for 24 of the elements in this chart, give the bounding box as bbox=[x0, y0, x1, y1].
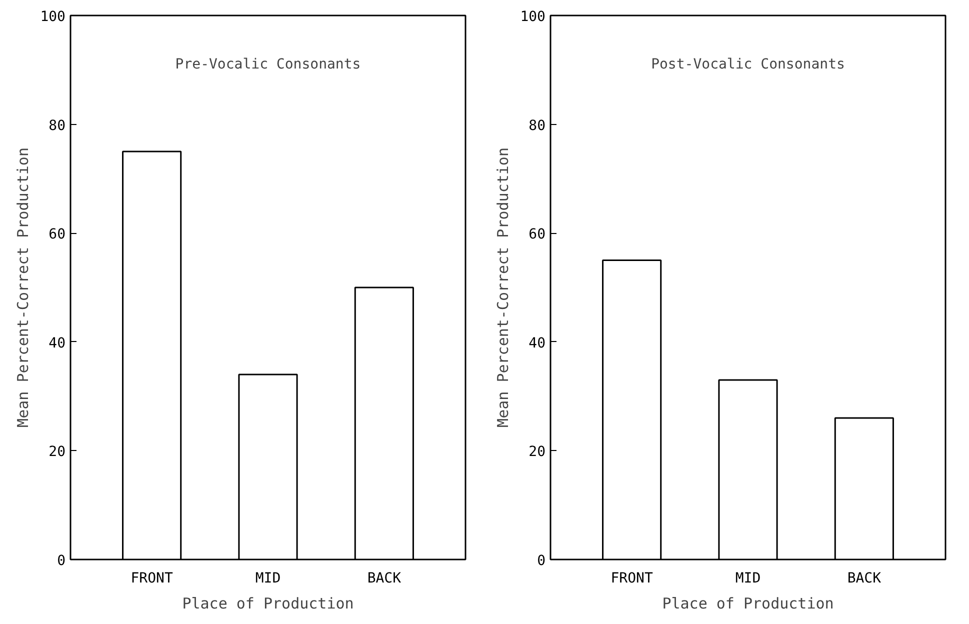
y-tick-label: 100 bbox=[520, 9, 546, 25]
y-axis-title: Mean Percent-Correct Production bbox=[494, 148, 512, 428]
y-tick-label: 20 bbox=[528, 444, 546, 460]
x-tick-label: BACK bbox=[367, 570, 402, 586]
x-tick-label: FRONT bbox=[130, 570, 174, 586]
x-axis-title: Place of Production bbox=[182, 594, 354, 612]
x-tick-label: MID bbox=[255, 570, 281, 586]
y-tick-label: 100 bbox=[40, 9, 66, 25]
y-tick-label: 60 bbox=[528, 226, 546, 243]
text: Pre-Vocalic Consonants bbox=[175, 56, 361, 72]
y-tick-label: 80 bbox=[528, 118, 546, 134]
y-tick-label: 80 bbox=[48, 118, 66, 134]
y-tick-label: 40 bbox=[48, 335, 66, 352]
y-tick-label: 20 bbox=[48, 444, 66, 460]
y-tick-label: 40 bbox=[528, 335, 546, 352]
text: Post-Vocalic Consonants bbox=[651, 56, 845, 72]
x-tick-label: MID bbox=[735, 570, 761, 586]
y-axis-title: Mean Percent-Correct Production bbox=[14, 148, 32, 428]
x-tick-label: FRONT bbox=[610, 570, 654, 586]
y-tick-label: 0 bbox=[537, 553, 546, 569]
y-tick-label: 0 bbox=[57, 553, 66, 569]
x-axis-title: Place of Production bbox=[662, 594, 834, 612]
x-tick-label: BACK bbox=[847, 570, 882, 586]
y-tick-label: 60 bbox=[48, 226, 66, 243]
